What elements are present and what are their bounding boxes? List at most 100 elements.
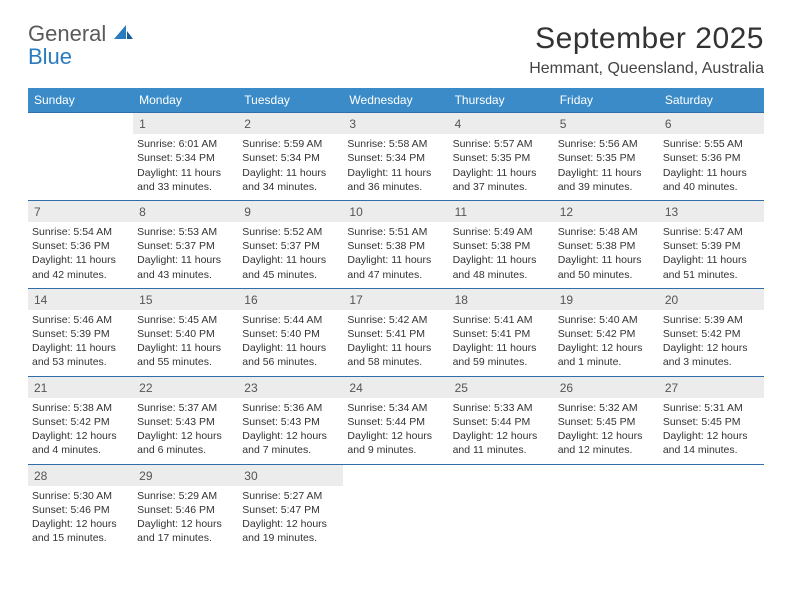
- sunset-line: Sunset: 5:38 PM: [558, 239, 655, 253]
- sunrise-line: Sunrise: 5:58 AM: [347, 137, 444, 151]
- day-number-cell: 22: [133, 376, 238, 398]
- day-number-cell: 5: [554, 113, 659, 135]
- sunrise-line: Sunrise: 5:47 AM: [663, 225, 760, 239]
- sunset-line: Sunset: 5:43 PM: [242, 415, 339, 429]
- day-details-cell: Sunrise: 5:55 AMSunset: 5:36 PMDaylight:…: [659, 134, 764, 200]
- day-details: Sunrise: 5:49 AMSunset: 5:38 PMDaylight:…: [453, 225, 550, 282]
- day-number-cell: 8: [133, 200, 238, 222]
- sunrise-line: Sunrise: 5:36 AM: [242, 401, 339, 415]
- day-details-cell: Sunrise: 5:54 AMSunset: 5:36 PMDaylight:…: [28, 222, 133, 288]
- day-details-cell: Sunrise: 5:30 AMSunset: 5:46 PMDaylight:…: [28, 486, 133, 552]
- day-details-cell: Sunrise: 5:38 AMSunset: 5:42 PMDaylight:…: [28, 398, 133, 464]
- sunrise-line: Sunrise: 5:40 AM: [558, 313, 655, 327]
- day-details: Sunrise: 5:33 AMSunset: 5:44 PMDaylight:…: [453, 401, 550, 458]
- daylight-line: Daylight: 12 hours and 12 minutes.: [558, 429, 655, 457]
- sunset-line: Sunset: 5:44 PM: [347, 415, 444, 429]
- sunrise-line: Sunrise: 5:37 AM: [137, 401, 234, 415]
- day-number-cell: 25: [449, 376, 554, 398]
- day-number-cell: 1: [133, 113, 238, 135]
- sunset-line: Sunset: 5:34 PM: [242, 151, 339, 165]
- day-details: Sunrise: 5:48 AMSunset: 5:38 PMDaylight:…: [558, 225, 655, 282]
- day-details-cell: [343, 486, 448, 552]
- sunrise-line: Sunrise: 5:57 AM: [453, 137, 550, 151]
- day-details-cell: Sunrise: 5:31 AMSunset: 5:45 PMDaylight:…: [659, 398, 764, 464]
- day-details: Sunrise: 5:27 AMSunset: 5:47 PMDaylight:…: [242, 489, 339, 546]
- sunset-line: Sunset: 5:39 PM: [32, 327, 129, 341]
- daylight-line: Daylight: 12 hours and 4 minutes.: [32, 429, 129, 457]
- day-number-cell: 3: [343, 113, 448, 135]
- day-details-cell: [28, 134, 133, 200]
- daylight-line: Daylight: 12 hours and 19 minutes.: [242, 517, 339, 545]
- day-number-cell: 28: [28, 464, 133, 486]
- sunset-line: Sunset: 5:35 PM: [558, 151, 655, 165]
- day-number-cell: 19: [554, 288, 659, 310]
- sunrise-line: Sunrise: 5:48 AM: [558, 225, 655, 239]
- daylight-line: Daylight: 12 hours and 3 minutes.: [663, 341, 760, 369]
- daylight-line: Daylight: 12 hours and 1 minute.: [558, 341, 655, 369]
- daylight-line: Daylight: 12 hours and 17 minutes.: [137, 517, 234, 545]
- day-number-cell: [659, 464, 764, 486]
- day-number-cell: 26: [554, 376, 659, 398]
- day-details: Sunrise: 5:53 AMSunset: 5:37 PMDaylight:…: [137, 225, 234, 282]
- day-details: Sunrise: 5:45 AMSunset: 5:40 PMDaylight:…: [137, 313, 234, 370]
- sunset-line: Sunset: 5:37 PM: [137, 239, 234, 253]
- sunrise-line: Sunrise: 5:51 AM: [347, 225, 444, 239]
- sunset-line: Sunset: 5:40 PM: [137, 327, 234, 341]
- sunrise-line: Sunrise: 5:33 AM: [453, 401, 550, 415]
- day-details: Sunrise: 5:52 AMSunset: 5:37 PMDaylight:…: [242, 225, 339, 282]
- day-details-cell: Sunrise: 5:49 AMSunset: 5:38 PMDaylight:…: [449, 222, 554, 288]
- day-number-cell: 23: [238, 376, 343, 398]
- day-header: Saturday: [659, 88, 764, 113]
- sunset-line: Sunset: 5:45 PM: [663, 415, 760, 429]
- day-details: Sunrise: 5:38 AMSunset: 5:42 PMDaylight:…: [32, 401, 129, 458]
- day-number-cell: [28, 113, 133, 135]
- daylight-line: Daylight: 11 hours and 53 minutes.: [32, 341, 129, 369]
- day-details-cell: Sunrise: 5:34 AMSunset: 5:44 PMDaylight:…: [343, 398, 448, 464]
- day-number-cell: 9: [238, 200, 343, 222]
- daylight-line: Daylight: 12 hours and 11 minutes.: [453, 429, 550, 457]
- day-number-row: 123456: [28, 113, 764, 135]
- daylight-line: Daylight: 11 hours and 55 minutes.: [137, 341, 234, 369]
- day-number-cell: 7: [28, 200, 133, 222]
- day-details-cell: Sunrise: 5:44 AMSunset: 5:40 PMDaylight:…: [238, 310, 343, 376]
- sunset-line: Sunset: 5:46 PM: [32, 503, 129, 517]
- day-details: Sunrise: 5:44 AMSunset: 5:40 PMDaylight:…: [242, 313, 339, 370]
- day-details: Sunrise: 5:57 AMSunset: 5:35 PMDaylight:…: [453, 137, 550, 194]
- day-details: Sunrise: 5:47 AMSunset: 5:39 PMDaylight:…: [663, 225, 760, 282]
- day-header: Wednesday: [343, 88, 448, 113]
- day-details-cell: Sunrise: 5:53 AMSunset: 5:37 PMDaylight:…: [133, 222, 238, 288]
- sunrise-line: Sunrise: 5:56 AM: [558, 137, 655, 151]
- calendar-body: 123456Sunrise: 6:01 AMSunset: 5:34 PMDay…: [28, 113, 764, 552]
- day-details-cell: Sunrise: 5:52 AMSunset: 5:37 PMDaylight:…: [238, 222, 343, 288]
- sunrise-line: Sunrise: 5:29 AM: [137, 489, 234, 503]
- day-details-cell: Sunrise: 5:42 AMSunset: 5:41 PMDaylight:…: [343, 310, 448, 376]
- day-details: Sunrise: 5:59 AMSunset: 5:34 PMDaylight:…: [242, 137, 339, 194]
- sunrise-line: Sunrise: 5:54 AM: [32, 225, 129, 239]
- day-number-cell: 29: [133, 464, 238, 486]
- day-details: Sunrise: 5:30 AMSunset: 5:46 PMDaylight:…: [32, 489, 129, 546]
- sunset-line: Sunset: 5:40 PM: [242, 327, 339, 341]
- day-details-row: Sunrise: 6:01 AMSunset: 5:34 PMDaylight:…: [28, 134, 764, 200]
- day-details-cell: Sunrise: 5:37 AMSunset: 5:43 PMDaylight:…: [133, 398, 238, 464]
- sunrise-line: Sunrise: 5:59 AM: [242, 137, 339, 151]
- sunset-line: Sunset: 5:39 PM: [663, 239, 760, 253]
- day-details: Sunrise: 5:55 AMSunset: 5:36 PMDaylight:…: [663, 137, 760, 194]
- day-details-cell: Sunrise: 5:29 AMSunset: 5:46 PMDaylight:…: [133, 486, 238, 552]
- sunset-line: Sunset: 5:35 PM: [453, 151, 550, 165]
- day-details: Sunrise: 5:54 AMSunset: 5:36 PMDaylight:…: [32, 225, 129, 282]
- sunrise-line: Sunrise: 5:46 AM: [32, 313, 129, 327]
- day-number-row: 21222324252627: [28, 376, 764, 398]
- sunrise-line: Sunrise: 5:30 AM: [32, 489, 129, 503]
- day-number-cell: 14: [28, 288, 133, 310]
- daylight-line: Daylight: 11 hours and 48 minutes.: [453, 253, 550, 281]
- day-details-cell: Sunrise: 5:27 AMSunset: 5:47 PMDaylight:…: [238, 486, 343, 552]
- day-number-cell: 4: [449, 113, 554, 135]
- daylight-line: Daylight: 11 hours and 42 minutes.: [32, 253, 129, 281]
- day-details-cell: Sunrise: 5:32 AMSunset: 5:45 PMDaylight:…: [554, 398, 659, 464]
- day-details-cell: Sunrise: 5:40 AMSunset: 5:42 PMDaylight:…: [554, 310, 659, 376]
- day-details-cell: Sunrise: 5:36 AMSunset: 5:43 PMDaylight:…: [238, 398, 343, 464]
- daylight-line: Daylight: 12 hours and 15 minutes.: [32, 517, 129, 545]
- sunset-line: Sunset: 5:34 PM: [137, 151, 234, 165]
- sunrise-line: Sunrise: 5:52 AM: [242, 225, 339, 239]
- daylight-line: Daylight: 11 hours and 56 minutes.: [242, 341, 339, 369]
